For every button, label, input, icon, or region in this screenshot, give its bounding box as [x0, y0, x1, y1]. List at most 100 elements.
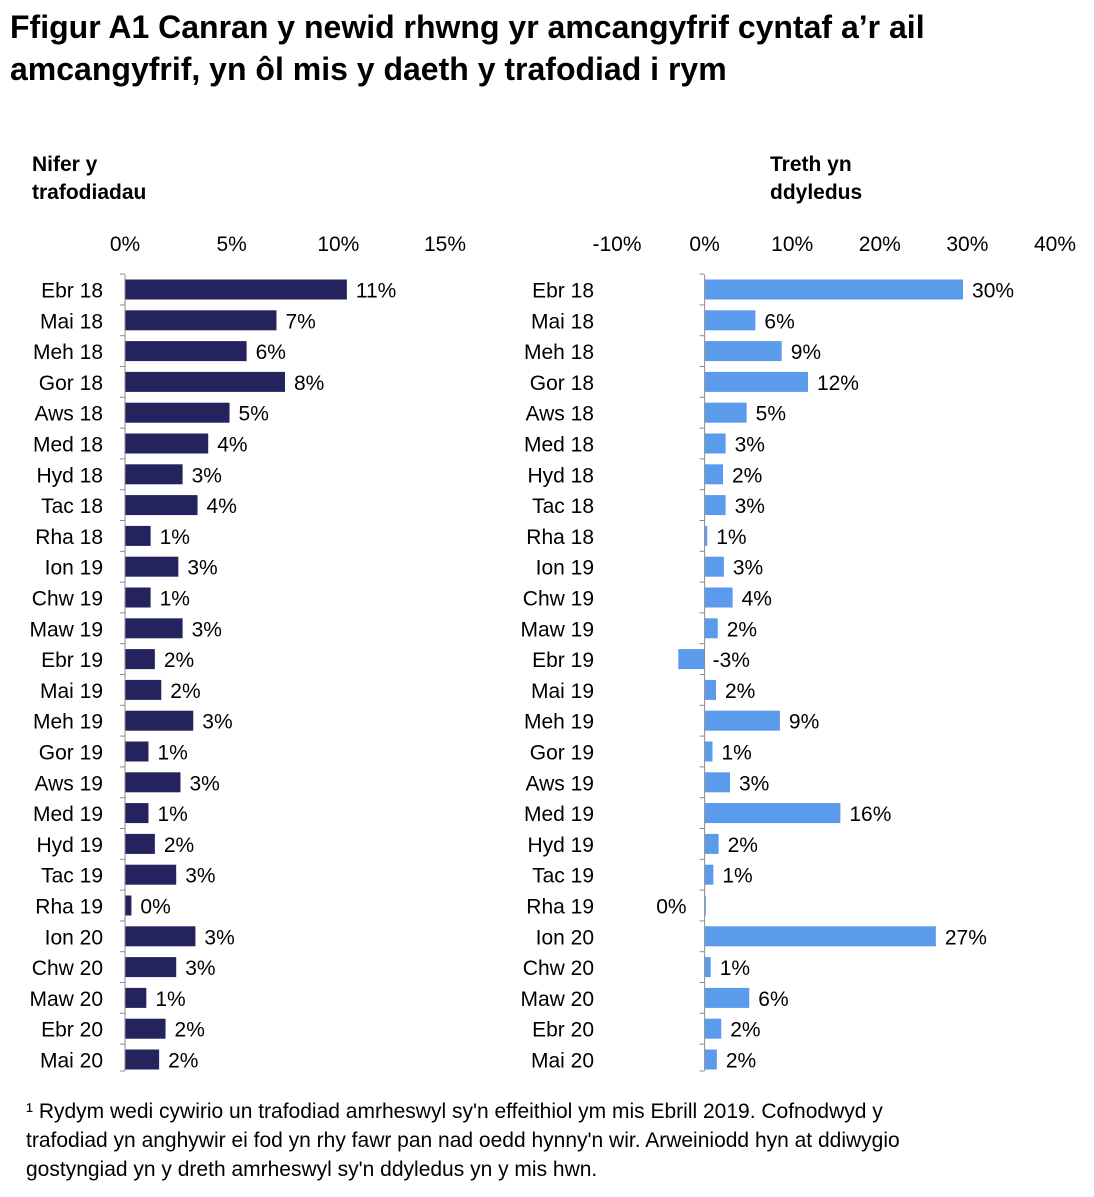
category-label: Gor 19 [39, 742, 103, 765]
tick-label: 10% [771, 233, 813, 256]
bar [125, 957, 177, 978]
data-label: 1% [157, 742, 187, 765]
bar [125, 556, 179, 577]
chart-number-of-transactions: Nifer y trafodiadau 0% 5% 10% 15% Ebr 18 11% Mai… [29, 153, 466, 1073]
category-label: Aws 19 [35, 772, 104, 795]
bar [704, 926, 936, 947]
bar [125, 279, 347, 300]
chart-title-line: ddyledus [770, 181, 862, 204]
tick-label: -10% [592, 233, 641, 256]
category-label: Rha 19 [526, 896, 594, 919]
category-label: Aws 18 [35, 403, 104, 426]
category-label: Med 19 [524, 803, 594, 826]
category-label: Mai 20 [40, 1050, 103, 1073]
data-label: 8% [294, 372, 324, 395]
bar [125, 926, 196, 947]
category-label: Ebr 18 [41, 280, 103, 303]
data-label: 3% [733, 557, 763, 580]
category-label: Rha 19 [35, 896, 103, 919]
bar [704, 464, 723, 485]
data-label: 1% [155, 988, 185, 1011]
bar [125, 618, 183, 639]
category-label: Med 18 [524, 434, 594, 457]
category-label: Ebr 20 [532, 1019, 594, 1042]
bar [125, 341, 247, 362]
category-label: Mai 20 [531, 1050, 594, 1073]
bar [125, 433, 209, 454]
category-label: Meh 19 [524, 711, 594, 734]
category-label: Mai 19 [531, 680, 594, 703]
data-label: 30% [972, 280, 1014, 303]
bar [704, 1018, 722, 1039]
data-label: 2% [164, 834, 194, 857]
category-label: Mai 18 [40, 310, 103, 333]
data-label: 2% [730, 1019, 760, 1042]
data-label: 9% [791, 341, 821, 364]
bar [125, 1018, 166, 1039]
bar [704, 587, 733, 608]
category-label: Meh 18 [524, 341, 594, 364]
bar [125, 587, 151, 608]
data-label: 1% [721, 742, 751, 765]
data-label: 0% [656, 896, 686, 919]
category-label: Mai 19 [40, 680, 103, 703]
data-label: 3% [739, 772, 769, 795]
data-label: 27% [945, 926, 987, 949]
footnote-line-1: ¹ Rydym wedi cywirio un trafodiad amrhes… [26, 1100, 883, 1123]
data-label: 1% [160, 526, 190, 549]
tick-label: 15% [424, 233, 466, 256]
category-label: Tac 19 [41, 865, 103, 888]
data-label: 3% [185, 957, 215, 980]
bar [125, 649, 155, 670]
data-label: 6% [256, 341, 286, 364]
tick-label: 40% [1034, 233, 1076, 256]
category-label: Med 19 [33, 803, 103, 826]
category-label: Maw 19 [520, 618, 594, 641]
data-label: 2% [164, 649, 194, 672]
data-label: 6% [758, 988, 788, 1011]
data-label: 3% [192, 618, 222, 641]
bar [125, 833, 155, 854]
category-label: Chw 20 [523, 957, 594, 980]
data-label: 1% [722, 865, 752, 888]
data-label: 2% [725, 680, 755, 703]
data-label: 6% [764, 310, 794, 333]
data-label: 3% [187, 557, 217, 580]
data-label: 1% [160, 588, 190, 611]
data-label: 5% [756, 403, 786, 426]
data-label: 3% [202, 711, 232, 734]
bar [125, 495, 198, 516]
data-label: -3% [713, 649, 750, 672]
category-label: Maw 20 [29, 988, 103, 1011]
bar [125, 1049, 160, 1070]
bar [704, 371, 808, 392]
bar [704, 279, 964, 300]
data-label: 1% [157, 803, 187, 826]
bar [125, 895, 132, 916]
data-label: 1% [716, 526, 746, 549]
bar [125, 402, 230, 423]
chart-title-line: trafodiadau [32, 181, 146, 204]
category-label: Meh 18 [33, 341, 103, 364]
category-label: Hyd 19 [36, 834, 103, 857]
bar [704, 618, 718, 639]
data-label: 1% [720, 957, 750, 980]
data-label: 9% [789, 711, 819, 734]
data-label: 5% [239, 403, 269, 426]
data-label: 4% [742, 588, 772, 611]
bar [704, 556, 724, 577]
category-label: Hyd 18 [527, 464, 594, 487]
category-label: Ebr 18 [532, 280, 594, 303]
data-label: 2% [727, 618, 757, 641]
bar [704, 525, 708, 546]
bar [125, 371, 285, 392]
tick-label: 30% [946, 233, 988, 256]
bar [125, 464, 183, 485]
category-label: Rha 18 [526, 526, 594, 549]
data-label: 3% [185, 865, 215, 888]
category-label: Chw 20 [32, 957, 103, 980]
bar [125, 987, 147, 1008]
footnote: ¹ Rydym wedi cywirio un trafodiad amrhes… [26, 1097, 1076, 1184]
category-label: Tac 18 [532, 495, 594, 518]
